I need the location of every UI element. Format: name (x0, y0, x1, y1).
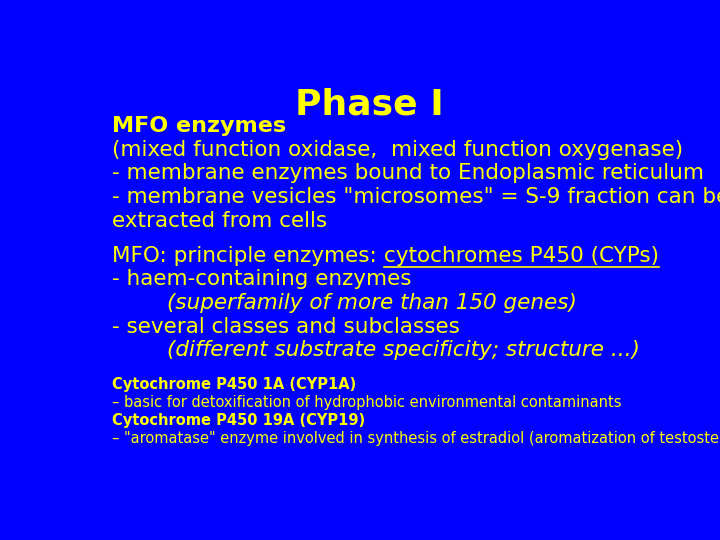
Text: (superfamily of more than 150 genes): (superfamily of more than 150 genes) (112, 293, 577, 313)
Text: Cytochrome P450 19A (CYP19): Cytochrome P450 19A (CYP19) (112, 413, 366, 428)
Text: - membrane vesicles "microsomes" = S-9 fraction can be: - membrane vesicles "microsomes" = S-9 f… (112, 187, 720, 207)
Text: - membrane enzymes bound to Endoplasmic reticulum: - membrane enzymes bound to Endoplasmic … (112, 163, 704, 184)
Text: – basic for detoxification of hydrophobic environmental contaminants: – basic for detoxification of hydrophobi… (112, 395, 622, 410)
Text: (mixed function oxidase,  mixed function oxygenase): (mixed function oxidase, mixed function … (112, 140, 683, 160)
Text: MFO enzymes: MFO enzymes (112, 116, 287, 136)
Text: Phase I: Phase I (294, 87, 444, 122)
Text: - haem-containing enzymes: - haem-containing enzymes (112, 269, 412, 289)
Text: – "aromatase" enzyme involved in synthesis of estradiol (aromatization of testos: – "aromatase" enzyme involved in synthes… (112, 431, 720, 446)
Text: - several classes and subclasses: - several classes and subclasses (112, 317, 460, 337)
Text: (different substrate specificity; structure ...): (different substrate specificity; struct… (112, 341, 640, 361)
Text: cytochromes P450 (CYPs): cytochromes P450 (CYPs) (384, 246, 659, 266)
Text: extracted from cells: extracted from cells (112, 211, 328, 231)
Text: MFO: principle enzymes:: MFO: principle enzymes: (112, 246, 384, 266)
Text: Cytochrome P450 1A (CYP1A): Cytochrome P450 1A (CYP1A) (112, 377, 356, 393)
